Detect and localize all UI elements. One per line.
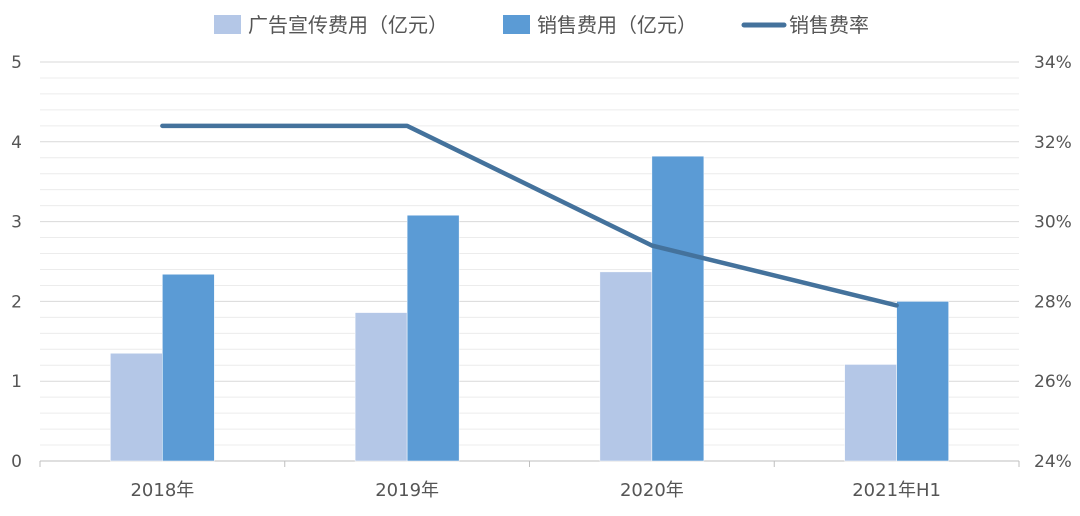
legend-label-ad-expense: 广告宣传费用（亿元） <box>248 13 448 37</box>
bar-sales-expense <box>651 155 705 462</box>
tick-labels: 0 1 2 3 4 5 24% 26% 28% 30% 32% 34% 2018年 2019年 2020年 2… <box>11 53 1072 501</box>
bar-ad-expense <box>599 271 653 462</box>
y-right-tick-label: 28% <box>1034 292 1072 312</box>
legend-swatch-sales-expense <box>503 15 530 34</box>
y-right-tick-label: 26% <box>1034 372 1072 392</box>
bar-ad-expense <box>110 353 163 462</box>
y-right-tick-label: 30% <box>1034 213 1072 233</box>
y-left-tick-label: 1 <box>11 372 22 392</box>
line-series <box>160 123 899 308</box>
y-left-tick-label: 3 <box>11 213 22 233</box>
axes <box>39 460 1020 467</box>
legend-swatch-ad-expense <box>214 15 241 34</box>
y-left-tick-label: 5 <box>11 53 22 73</box>
legend-label-sales-rate: 销售费率 <box>789 13 869 37</box>
x-category-label: 2020年 <box>620 480 684 501</box>
bar-sales-expense <box>162 274 215 462</box>
y-left-tick-label: 4 <box>11 133 22 153</box>
x-category-label: 2021年H1 <box>852 480 941 501</box>
y-left-tick-label: 0 <box>11 452 22 472</box>
x-category-label: 2018年 <box>130 480 194 501</box>
bar-sales-expense <box>896 301 949 462</box>
bar-ad-expense <box>354 312 408 462</box>
bar-sales-expense <box>406 214 460 462</box>
legend-label-sales-expense: 销售费用（亿元） <box>537 13 697 37</box>
bars <box>110 155 949 462</box>
legend: 广告宣传费用（亿元） 销售费用（亿元） 销售费率 <box>214 13 869 37</box>
y-right-tick-label: 34% <box>1034 53 1072 73</box>
y-right-tick-label: 32% <box>1034 133 1072 153</box>
x-category-label: 2019年 <box>375 480 439 501</box>
line-sales-rate <box>160 123 899 308</box>
y-right-tick-label: 24% <box>1034 452 1072 472</box>
y-left-tick-label: 2 <box>11 292 22 312</box>
bar-ad-expense <box>844 364 897 462</box>
